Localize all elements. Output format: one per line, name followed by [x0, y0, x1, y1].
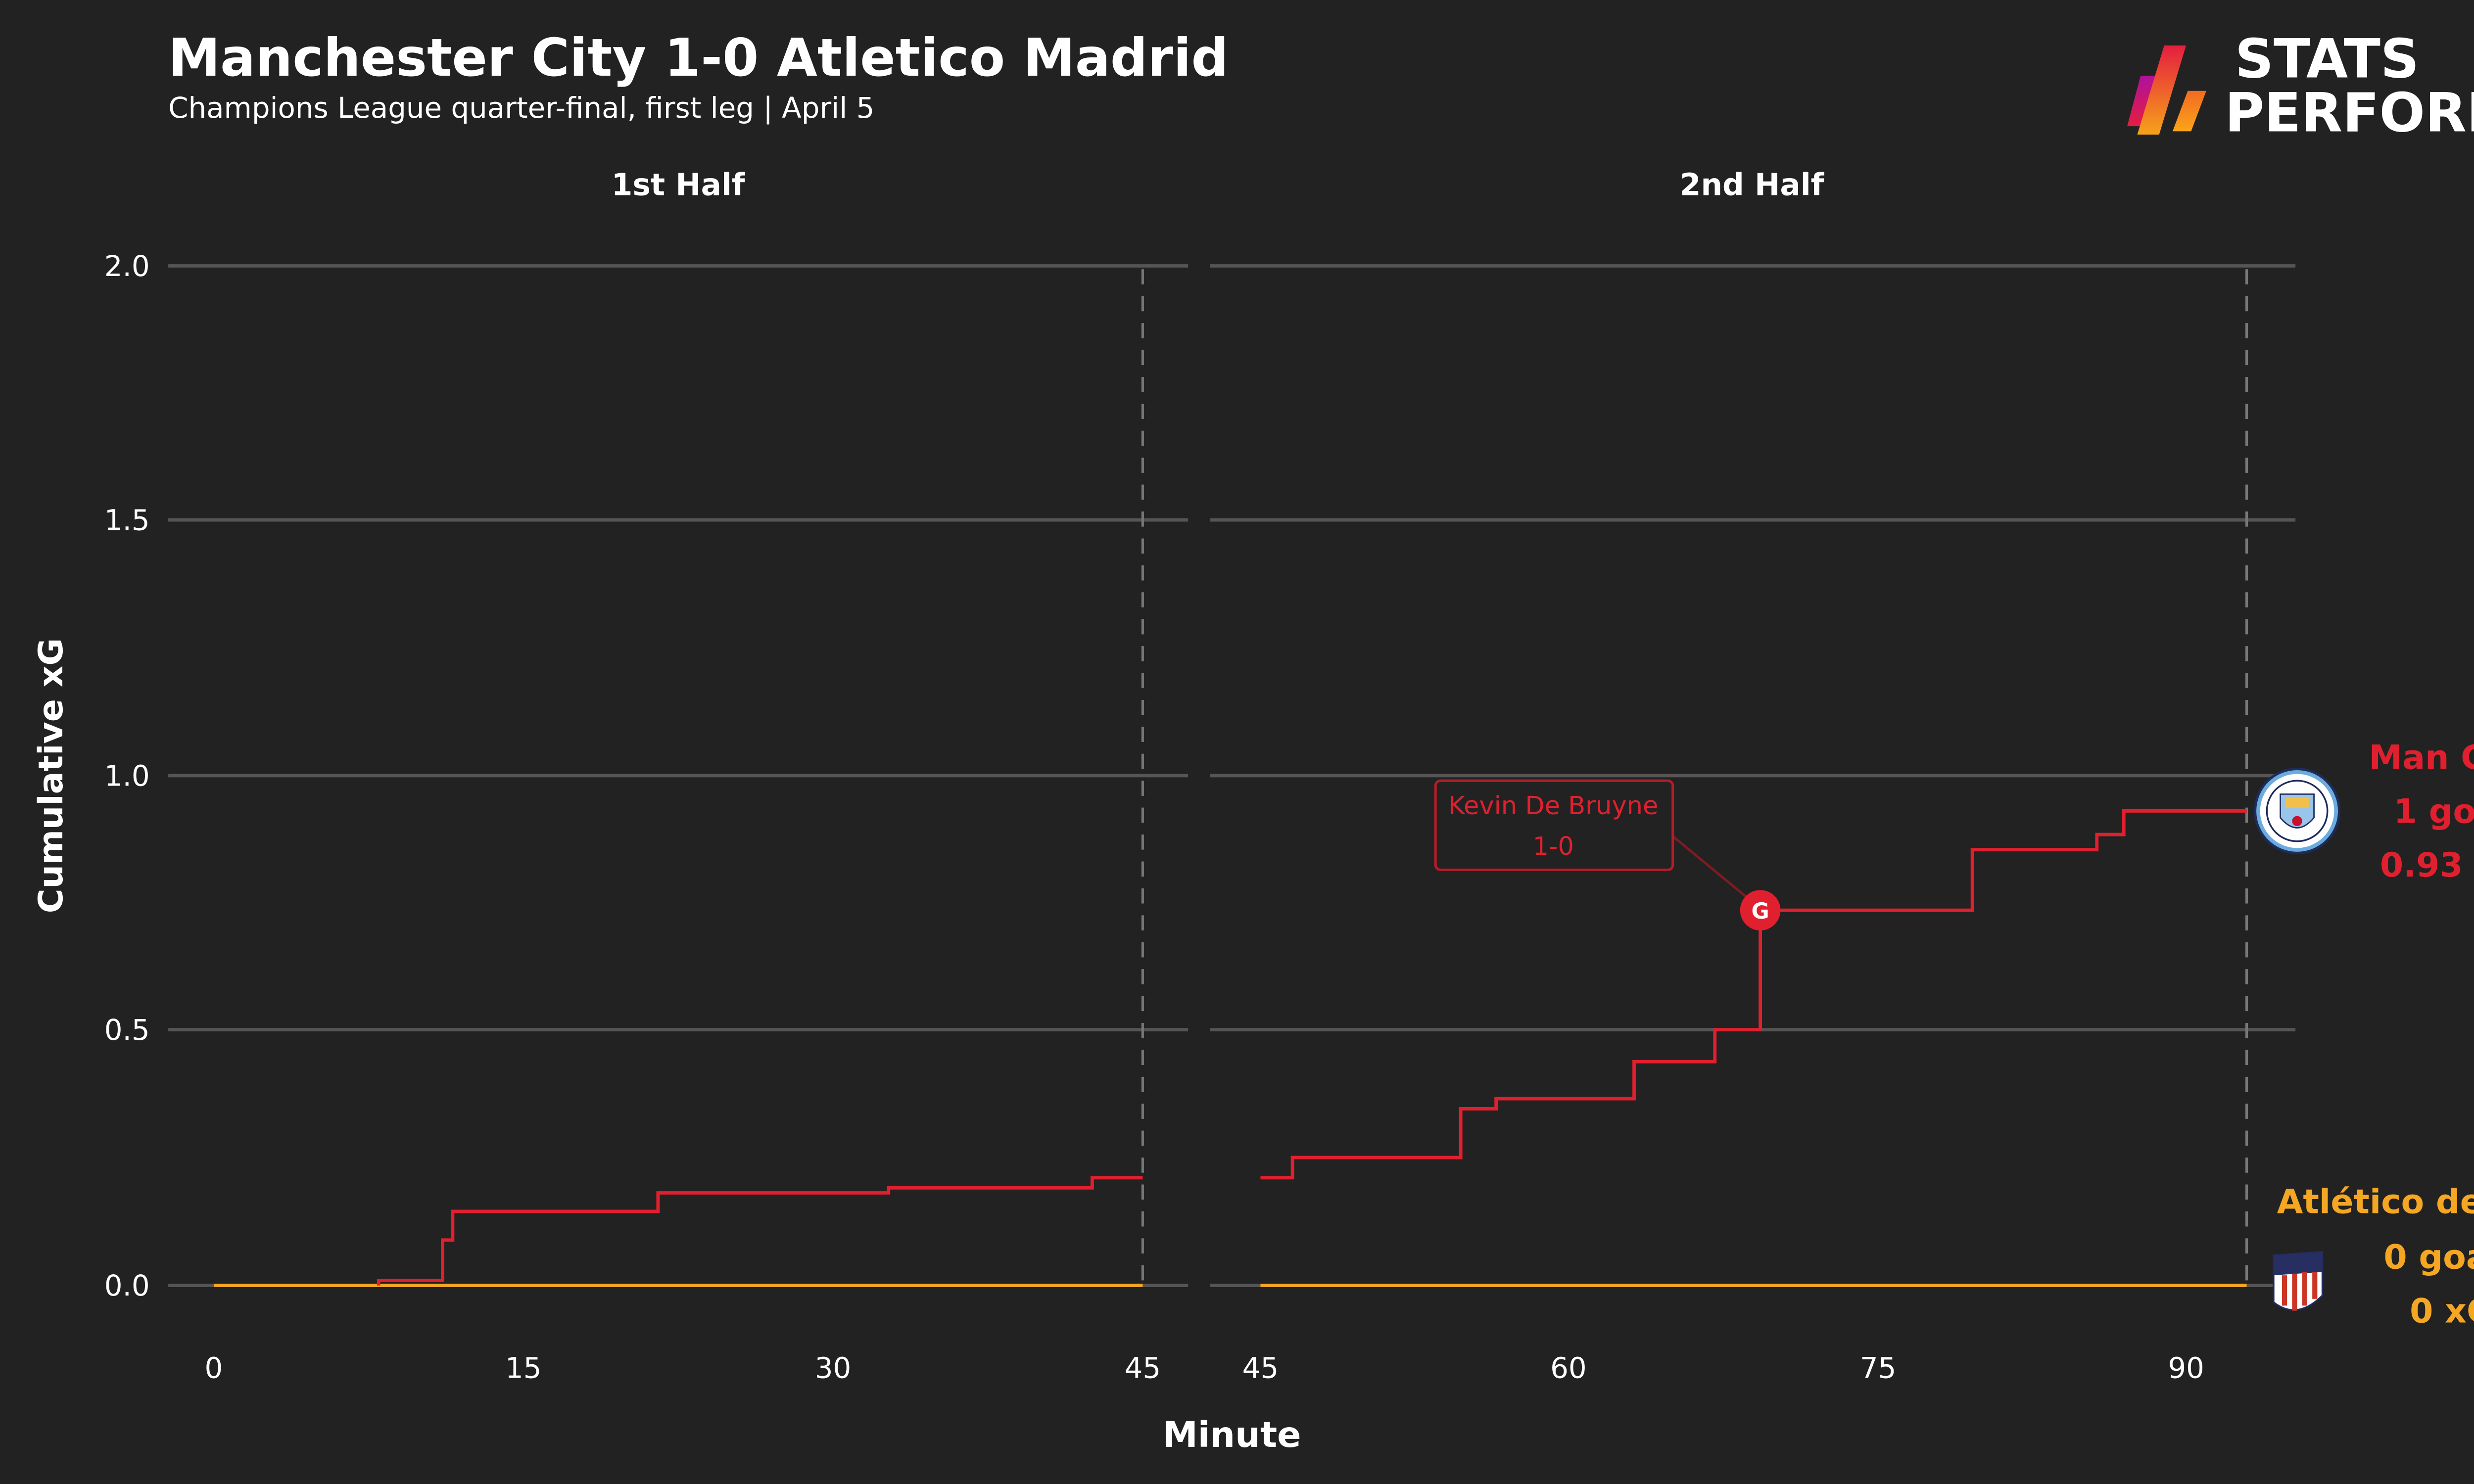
y-tick: 0.0: [104, 1269, 150, 1302]
y-tick: 0.5: [104, 1013, 150, 1047]
legend-away-goals: 0 goals: [2383, 1238, 2474, 1277]
logo-stripes-icon: [2127, 45, 2206, 135]
man-city-second-half-line: [1260, 809, 2247, 1180]
x-tick: 45: [1242, 1351, 1279, 1385]
man-city-crest-icon: [2253, 767, 2341, 855]
x-tick: 60: [1550, 1351, 1587, 1385]
logo-line1: STATS: [2235, 28, 2420, 91]
x-tick: 75: [1860, 1351, 1897, 1385]
legend-home-xg: 0.93 xG: [2380, 846, 2474, 885]
y-axis-ticks: 0.0 0.5 1.0 1.5 2.0: [104, 249, 150, 1302]
half-end-markers: [1141, 269, 2248, 1286]
logo-line2: PERFORM: [2225, 81, 2474, 144]
legend-home-goals: 1 goal: [2394, 792, 2474, 831]
goal-marker-label: G: [1751, 899, 1769, 924]
legend-man-city: Man City 1 goal 0.93 xG: [2369, 738, 2474, 885]
stats-perform-logo: STATS PERFORM: [2127, 28, 2474, 144]
facet-title-first-half: 1st Half: [612, 168, 746, 203]
legend-away-team: Atlético de Madrid: [2277, 1182, 2474, 1221]
y-tick: 1.0: [104, 759, 150, 792]
goal-annotation: Kevin De Bruyne 1-0 G: [1434, 779, 1781, 930]
legend-atletico: Atlético de Madrid 0 goals 0 xG: [2277, 1182, 2474, 1331]
annotation-score: 1-0: [1533, 832, 1574, 861]
y-axis-label: Cumulative xG: [32, 638, 71, 914]
x-tick: 45: [1125, 1351, 1161, 1385]
annotation-connector: [1672, 835, 1751, 901]
man-city-first-half-line: [377, 1176, 1143, 1286]
chart-title: Manchester City 1-0 Atletico Madrid: [168, 27, 1229, 88]
x-tick: 90: [2168, 1351, 2204, 1385]
x-axis-label: Minute: [1163, 1414, 1301, 1455]
y-tick: 2.0: [104, 249, 150, 283]
atletico-crest-icon: [2273, 1251, 2324, 1311]
annotation-box: [1434, 779, 1674, 872]
legend-home-team: Man City: [2369, 738, 2474, 777]
facet-title-second-half: 2nd Half: [1680, 168, 1825, 203]
x-tick: 15: [505, 1351, 542, 1385]
x-axis-ticks: 0 15 30 45 45 60 75 90: [205, 1351, 2204, 1385]
y-tick: 1.5: [104, 503, 150, 537]
x-tick: 30: [815, 1351, 852, 1385]
annotation-scorer: Kevin De Bruyne: [1448, 791, 1658, 821]
goal-marker-icon: [1740, 890, 1781, 930]
series-man-city: [377, 809, 2247, 1286]
x-tick: 0: [205, 1351, 223, 1385]
legend-away-xg: 0 xG: [2410, 1292, 2474, 1331]
chart-subtitle: Champions League quarter-final, first le…: [168, 91, 874, 125]
